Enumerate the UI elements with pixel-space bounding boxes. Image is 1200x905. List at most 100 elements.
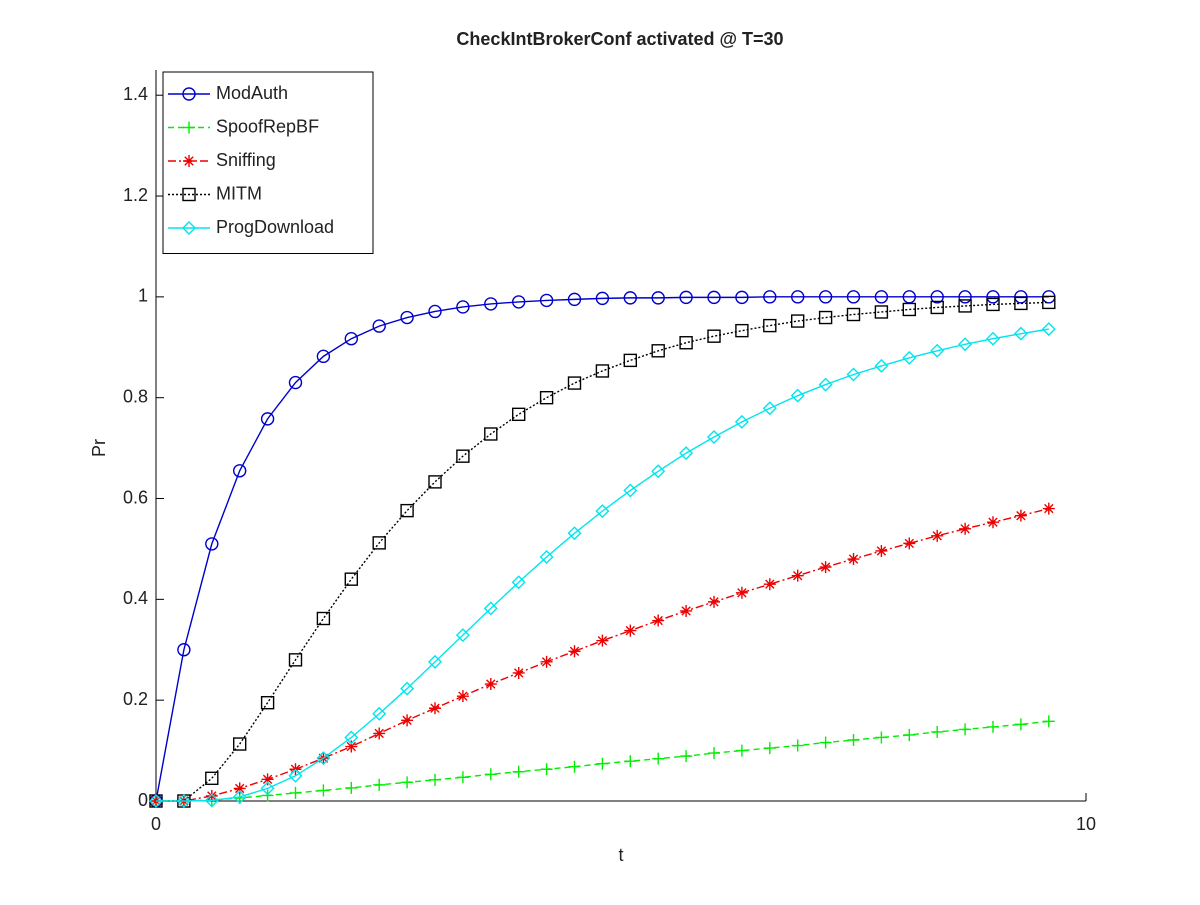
- marker: [512, 666, 525, 679]
- marker: [372, 706, 387, 721]
- marker: [680, 604, 693, 617]
- marker: [847, 733, 860, 746]
- marker: [902, 350, 917, 365]
- marker: [204, 793, 219, 808]
- series-line: [156, 301, 1049, 802]
- marker: [288, 375, 303, 390]
- marker: [317, 784, 330, 797]
- marker: [344, 332, 358, 346]
- marker: [316, 751, 331, 766]
- series-line: [156, 328, 1049, 802]
- marker: [651, 344, 665, 358]
- marker: [1042, 715, 1055, 728]
- marker: [401, 714, 414, 727]
- chart-title: CheckIntBrokerConf activated @ T=30: [456, 29, 783, 49]
- marker: [875, 544, 888, 557]
- marker: [959, 723, 972, 736]
- x-axis-label: t: [618, 845, 623, 865]
- marker: [651, 464, 666, 479]
- marker: [903, 728, 916, 741]
- marker: [540, 655, 553, 668]
- marker: [790, 388, 805, 403]
- marker: [902, 302, 916, 317]
- x-tick-label: 10: [1076, 814, 1096, 834]
- marker: [595, 364, 610, 378]
- marker: [540, 763, 553, 776]
- marker: [483, 601, 498, 616]
- marker: [846, 367, 861, 382]
- legend-label: ProgDownload: [216, 217, 334, 237]
- marker: [232, 789, 247, 804]
- marker: [288, 768, 303, 783]
- marker: [484, 678, 497, 691]
- marker: [651, 291, 665, 305]
- marker: [456, 690, 469, 703]
- marker: [512, 765, 525, 778]
- legend-label: MITM: [216, 183, 262, 203]
- marker: [986, 331, 1000, 346]
- x-tick-label: 0: [151, 814, 161, 834]
- marker: [484, 768, 497, 781]
- y-tick-label: 0: [138, 790, 148, 810]
- marker: [176, 794, 191, 808]
- marker: [344, 730, 359, 745]
- marker: [708, 595, 720, 608]
- marker: [735, 586, 748, 599]
- marker: [931, 529, 944, 542]
- marker: [456, 771, 469, 784]
- marker: [652, 752, 665, 765]
- legend-marker: [182, 87, 196, 101]
- marker: [791, 290, 805, 304]
- marker: [539, 550, 554, 564]
- marker: [511, 575, 526, 590]
- legend-label: Sniffing: [216, 150, 276, 170]
- marker: [512, 295, 526, 309]
- marker: [847, 553, 860, 566]
- marker: [763, 290, 777, 304]
- marker: [429, 773, 441, 786]
- marker: [1042, 295, 1056, 310]
- legend-marker: [183, 121, 195, 134]
- marker: [539, 390, 554, 405]
- marker: [512, 407, 526, 422]
- marker: [818, 310, 833, 325]
- marker: [232, 464, 247, 478]
- marker: [205, 789, 218, 802]
- marker: [818, 377, 833, 392]
- marker: [652, 614, 665, 627]
- legend-box: [162, 71, 374, 254]
- marker: [316, 611, 331, 626]
- marker: [596, 634, 609, 647]
- y-tick-label: 0.2: [123, 689, 148, 709]
- marker: [735, 290, 749, 305]
- series-line: [155, 296, 1049, 802]
- marker: [819, 561, 832, 574]
- marker: [456, 300, 470, 314]
- marker: [930, 300, 944, 315]
- marker: [345, 740, 358, 753]
- marker: [735, 323, 749, 338]
- marker: [344, 572, 358, 586]
- marker: [567, 526, 582, 541]
- legend-label: ModAuth: [216, 83, 288, 103]
- marker: [986, 297, 1000, 312]
- marker: [456, 449, 470, 463]
- marker: [791, 569, 804, 582]
- marker: [734, 414, 749, 429]
- marker: [428, 654, 442, 669]
- marker: [874, 290, 889, 304]
- marker: [1013, 326, 1028, 341]
- marker: [345, 781, 358, 794]
- marker: [233, 782, 246, 795]
- marker: [428, 304, 442, 319]
- marker: [846, 307, 861, 322]
- marker: [707, 430, 721, 445]
- marker: [819, 736, 832, 749]
- marker: [149, 794, 163, 808]
- marker: [707, 290, 721, 305]
- marker: [1042, 502, 1055, 515]
- marker: [260, 695, 275, 710]
- marker: [484, 297, 498, 311]
- marker: [679, 336, 693, 350]
- marker: [373, 778, 386, 791]
